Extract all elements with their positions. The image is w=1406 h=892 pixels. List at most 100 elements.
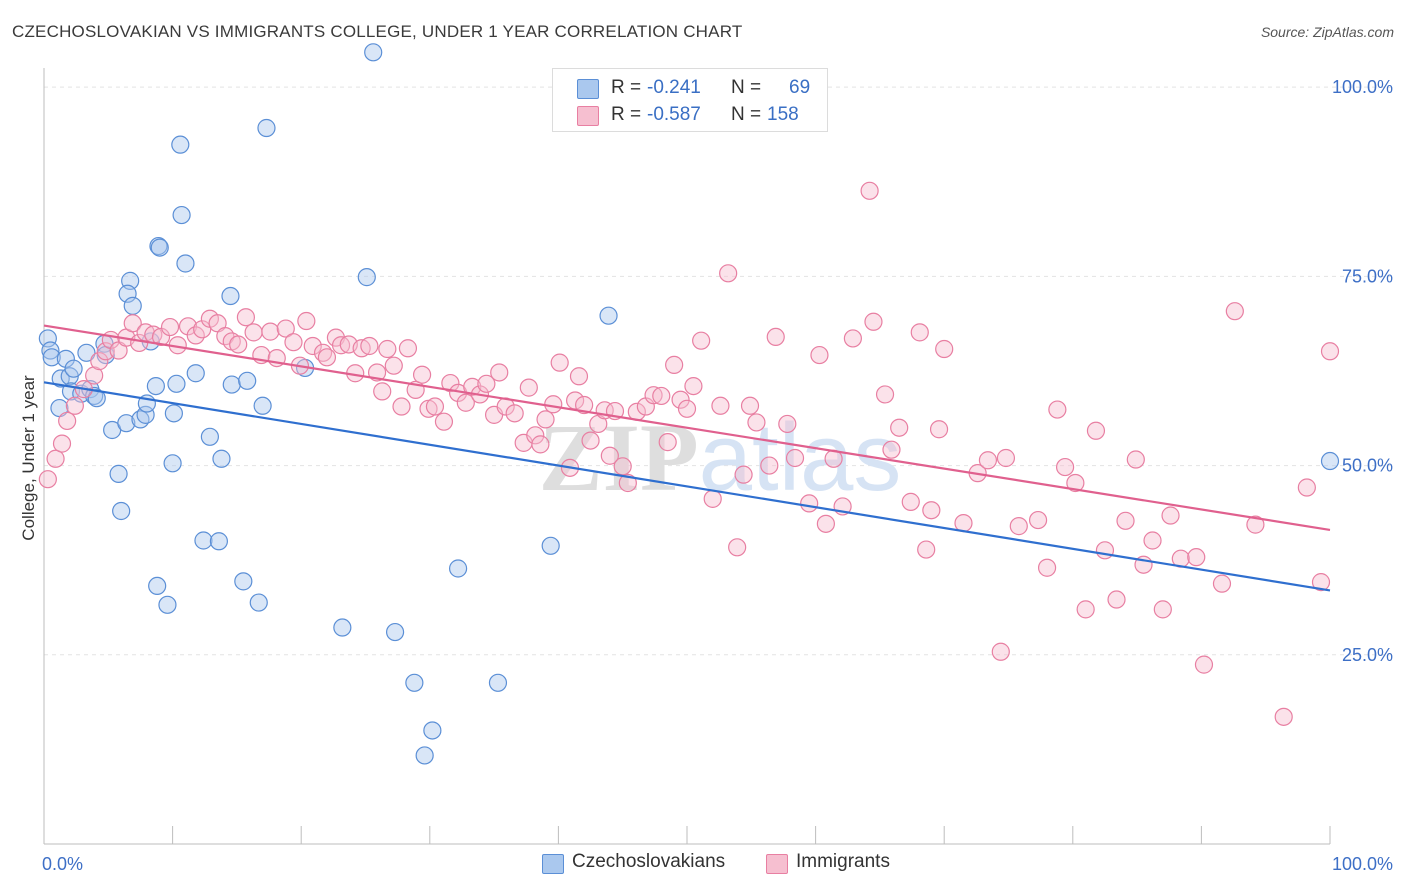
immigrants-point xyxy=(297,311,316,331)
r-value: -0.587 xyxy=(647,104,701,125)
czechoslovakians-point xyxy=(221,286,240,306)
czechoslovakians-point xyxy=(158,595,177,614)
immigrants-point xyxy=(711,396,730,415)
czechoslovakians-point xyxy=(599,306,618,325)
immigrants-point xyxy=(52,434,72,453)
czechoslovakians-point xyxy=(176,254,195,273)
czechoslovakians-point xyxy=(87,389,106,408)
czechoslovakians-point xyxy=(257,118,276,138)
immigrants-point xyxy=(526,426,545,445)
immigrants-point xyxy=(1048,400,1067,419)
stats-row-immigrants: R = -0.587 N = 158 xyxy=(553,102,827,128)
immigrants-point xyxy=(618,473,637,493)
immigrants-point xyxy=(1225,302,1244,321)
immigrants-point xyxy=(778,414,797,434)
immigrants-point xyxy=(85,366,104,385)
immigrants-point xyxy=(229,335,248,354)
immigrants-point xyxy=(550,353,569,372)
immigrants-point xyxy=(1143,531,1162,550)
czechoslovakians-point xyxy=(1320,451,1340,471)
y-tick-label: 100.0% xyxy=(1332,77,1393,97)
immigrants-point xyxy=(728,538,747,557)
n-value: 69 xyxy=(789,77,811,98)
immigrants-point xyxy=(236,308,256,327)
immigrants-point xyxy=(544,395,563,414)
immigrants-point xyxy=(843,329,862,348)
immigrants-point xyxy=(1116,511,1135,530)
czechoslovakians-point xyxy=(234,572,253,591)
immigrants-point xyxy=(1311,573,1331,592)
czechoslovakians-point xyxy=(333,618,352,637)
immigrants-point xyxy=(766,327,785,347)
immigrants-point xyxy=(536,410,555,429)
immigrants-point xyxy=(65,396,84,415)
immigrants-point xyxy=(760,456,779,475)
immigrants-point xyxy=(1126,450,1145,469)
czechoslovakians-point xyxy=(253,396,272,415)
immigrants-point xyxy=(398,339,418,358)
immigrants-point xyxy=(652,386,671,406)
immigrants-point xyxy=(425,397,445,416)
r-value: -0.241 xyxy=(647,77,701,98)
immigrants-point xyxy=(901,492,920,511)
legend-label: Czechoslovakians xyxy=(572,851,726,872)
immigrants-trend-line xyxy=(43,324,1331,531)
series-immigrants xyxy=(38,181,1340,726)
immigrants-point xyxy=(575,395,594,415)
chart-title: CZECHOSLOVAKIAN VS IMMIGRANTS COLLEGE, U… xyxy=(12,22,743,41)
n-label: N = xyxy=(731,104,762,125)
immigrants-point xyxy=(810,345,829,365)
czechoslovakians-point xyxy=(415,746,434,765)
immigrants-point xyxy=(581,431,600,450)
immigrants-point xyxy=(46,449,65,468)
czechoslovakians-point xyxy=(249,593,268,612)
immigrants-point xyxy=(658,433,677,452)
x-tick-label: 0.0% xyxy=(42,854,83,874)
y-tick-label: 50.0% xyxy=(1342,456,1393,476)
immigrants-point xyxy=(392,397,411,416)
immigrants-point xyxy=(935,339,954,359)
immigrants-point xyxy=(665,355,684,375)
czechoslovakians-point xyxy=(209,532,228,551)
immigrants-point xyxy=(331,336,351,355)
immigrants-point xyxy=(1212,574,1232,593)
immigrants-point xyxy=(384,356,403,375)
immigrants-point xyxy=(864,312,883,331)
immigrants-point xyxy=(412,365,432,384)
czechoslovakians-point xyxy=(164,404,183,423)
immigrants-point xyxy=(734,465,753,484)
r-label: R = xyxy=(611,104,642,125)
immigrants-point xyxy=(996,448,1016,468)
immigrants-point xyxy=(600,446,619,465)
immigrants-point xyxy=(1246,515,1265,534)
immigrants-point xyxy=(519,378,538,397)
immigrants-point xyxy=(613,457,632,476)
immigrants-point xyxy=(1066,473,1085,493)
immigrants-point xyxy=(463,377,482,396)
series-czechoslovakians xyxy=(38,43,1340,765)
czechoslovakians-point xyxy=(357,268,376,287)
immigrants-point xyxy=(882,440,901,459)
y-axis-label: College, Under 1 year xyxy=(19,375,38,541)
immigrants-point xyxy=(1028,510,1048,530)
immigrants-point xyxy=(910,323,929,342)
immigrants-point xyxy=(160,317,180,337)
czechoslovakians-point xyxy=(123,296,142,315)
r-label: R = xyxy=(611,77,642,98)
czechoslovakians-point xyxy=(423,721,442,740)
immigrants-point xyxy=(1274,707,1293,726)
czechoslovakians-point xyxy=(146,376,165,396)
immigrants-point xyxy=(276,319,295,338)
czechoslovakians-point xyxy=(172,205,191,225)
czechoslovakians-point xyxy=(117,414,136,433)
czechoslovakians-point xyxy=(488,673,508,692)
gridlines xyxy=(44,86,1392,656)
immigrants-point xyxy=(991,642,1010,661)
immigrants-point xyxy=(644,386,663,405)
immigrants-point xyxy=(785,448,805,468)
czechoslovakians-point xyxy=(222,375,241,394)
czechoslovakians-point xyxy=(77,343,96,362)
immigrants-point xyxy=(1095,541,1115,560)
immigrants-point xyxy=(261,322,280,341)
